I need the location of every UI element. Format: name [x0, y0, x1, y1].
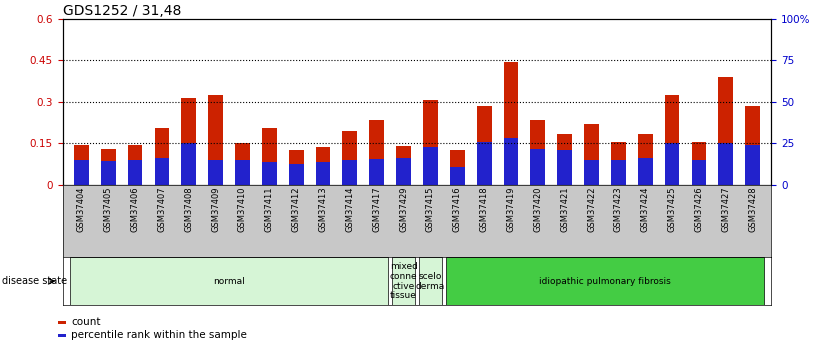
Bar	[638, 158, 653, 185]
Bar	[396, 146, 411, 185]
Bar	[530, 120, 545, 185]
Text: GSM37410: GSM37410	[238, 186, 247, 231]
Text: GSM37412: GSM37412	[292, 186, 301, 231]
Bar	[746, 106, 760, 185]
Bar	[262, 128, 277, 185]
Text: GDS1252 / 31,48: GDS1252 / 31,48	[63, 4, 181, 18]
Text: idiopathic pulmonary fibrosis: idiopathic pulmonary fibrosis	[539, 277, 671, 286]
Bar	[718, 77, 733, 185]
Text: GSM37409: GSM37409	[211, 186, 220, 231]
Text: GSM37428: GSM37428	[748, 186, 757, 231]
Text: GSM37425: GSM37425	[667, 186, 676, 231]
Text: GSM37415: GSM37415	[426, 186, 435, 231]
Bar	[530, 149, 545, 185]
Bar	[154, 128, 169, 185]
Bar	[235, 160, 250, 185]
Text: GSM37408: GSM37408	[184, 186, 193, 231]
Bar	[746, 145, 760, 185]
Bar	[74, 145, 88, 185]
Bar	[58, 321, 67, 324]
Text: GSM37419: GSM37419	[506, 186, 515, 231]
Bar	[262, 162, 277, 185]
Bar	[343, 131, 357, 185]
Bar	[58, 334, 67, 337]
Bar	[235, 143, 250, 185]
Text: GSM37421: GSM37421	[560, 186, 569, 231]
Bar	[611, 142, 626, 185]
Bar	[446, 257, 764, 305]
Text: disease state: disease state	[2, 276, 67, 286]
Text: GSM37404: GSM37404	[77, 186, 86, 231]
Bar	[423, 100, 438, 185]
Text: GSM37418: GSM37418	[480, 186, 489, 231]
Bar	[101, 161, 116, 185]
Bar	[477, 142, 491, 185]
Bar	[289, 150, 304, 185]
Text: GSM37426: GSM37426	[695, 186, 703, 231]
Bar	[208, 95, 223, 185]
Text: GSM37407: GSM37407	[158, 186, 167, 231]
Bar	[208, 160, 223, 185]
Bar	[369, 120, 384, 185]
Text: normal: normal	[214, 277, 245, 286]
Text: GSM37411: GSM37411	[265, 186, 274, 231]
Bar	[343, 160, 357, 185]
Text: GSM37427: GSM37427	[721, 186, 731, 231]
Bar	[369, 159, 384, 185]
Bar	[289, 164, 304, 185]
Bar	[504, 138, 519, 185]
Bar	[128, 145, 143, 185]
Bar	[638, 134, 653, 185]
Text: count: count	[71, 317, 100, 327]
Bar	[584, 160, 599, 185]
Text: GSM37405: GSM37405	[103, 186, 113, 231]
Bar	[504, 62, 519, 185]
Text: percentile rank within the sample: percentile rank within the sample	[71, 330, 247, 339]
Bar	[665, 95, 680, 185]
Bar	[584, 124, 599, 185]
Bar	[181, 98, 196, 185]
Bar	[477, 106, 491, 185]
Bar	[70, 257, 388, 305]
Text: GSM37429: GSM37429	[399, 186, 408, 231]
Bar	[450, 150, 465, 185]
Bar	[557, 134, 572, 185]
Bar	[419, 257, 442, 305]
Bar	[154, 158, 169, 185]
Text: scelo
derma: scelo derma	[416, 272, 445, 290]
Text: GSM37413: GSM37413	[319, 186, 328, 231]
Bar	[392, 257, 415, 305]
Text: GSM37406: GSM37406	[131, 186, 139, 231]
Bar	[315, 162, 330, 185]
Text: mixed
conne
ctive
tissue: mixed conne ctive tissue	[389, 262, 418, 300]
Bar	[665, 143, 680, 185]
Text: GSM37417: GSM37417	[372, 186, 381, 231]
Text: GSM37422: GSM37422	[587, 186, 596, 231]
Bar	[557, 150, 572, 185]
Bar	[74, 160, 88, 185]
Bar	[423, 147, 438, 185]
Bar	[718, 143, 733, 185]
Bar	[128, 160, 143, 185]
Bar	[611, 160, 626, 185]
Text: GSM37423: GSM37423	[614, 186, 623, 231]
Bar	[315, 147, 330, 185]
Bar	[181, 143, 196, 185]
Text: GSM37420: GSM37420	[533, 186, 542, 231]
Bar	[101, 149, 116, 185]
Text: GSM37414: GSM37414	[345, 186, 354, 231]
Bar	[691, 142, 706, 185]
Text: GSM37416: GSM37416	[453, 186, 462, 231]
Bar	[691, 160, 706, 185]
Bar	[450, 167, 465, 185]
Bar	[396, 158, 411, 185]
Text: GSM37424: GSM37424	[641, 186, 650, 231]
